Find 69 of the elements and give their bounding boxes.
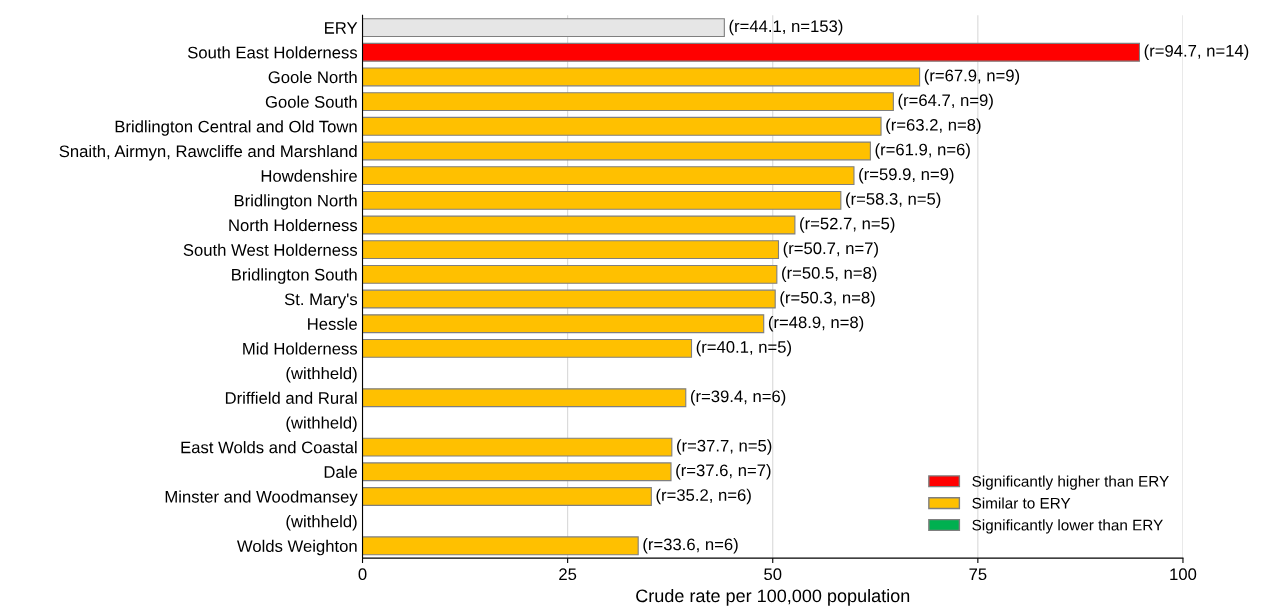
- data-label: (r=94.7, n=14): [1144, 44, 1249, 61]
- y-tick-label: Dale: [324, 465, 357, 478]
- y-tick-label: South East Holderness: [187, 46, 358, 59]
- x-tick-label: 100: [1170, 568, 1197, 581]
- data-label: (r=63.2, n=8): [886, 118, 981, 135]
- data-label: (r=59.9, n=9): [859, 167, 954, 184]
- legend-label: Significantly higher than ERY: [972, 475, 1169, 490]
- data-label: (r=44.1, n=153): [729, 19, 843, 36]
- y-tick-label: Bridlington South: [232, 268, 357, 284]
- bar: [362, 215, 796, 235]
- bar: [362, 141, 871, 161]
- bar: [362, 67, 921, 87]
- data-label: (r=37.6, n=7): [676, 464, 771, 480]
- legend-label: Similar to ERY: [972, 497, 1071, 509]
- bar: [362, 190, 842, 210]
- y-tick-label: Mid Holderness: [243, 342, 358, 355]
- bar: [362, 536, 639, 556]
- y-tick-label: Minster and Woodmansey: [165, 490, 358, 506]
- data-label: (r=58.3, n=5): [846, 192, 941, 209]
- data-label: (r=33.6, n=6): [643, 538, 738, 554]
- bar: [362, 18, 725, 38]
- data-label: (r=35.2, n=6): [656, 488, 751, 505]
- y-tick-label: Bridlington North: [234, 194, 357, 210]
- bar: [362, 92, 894, 112]
- data-label: (r=52.7, n=5): [800, 217, 895, 233]
- bar: [362, 437, 673, 457]
- y-tick-label: Goole South: [265, 95, 357, 108]
- y-tick-label: Hessle: [308, 317, 357, 330]
- data-label: (r=50.3, n=8): [780, 291, 875, 307]
- bar: [362, 240, 780, 260]
- y-tick-label: East Wolds and Coastal: [181, 441, 357, 454]
- bar: [362, 338, 693, 358]
- y-tick-label: Bridlington Central and Old Town: [115, 120, 357, 136]
- data-label: (r=37.7, n=5): [677, 439, 772, 455]
- data-label: (r=39.4, n=6): [690, 389, 786, 406]
- y-tick-label: St. Mary's: [284, 293, 358, 309]
- data-label: (r=64.7, n=9): [898, 93, 993, 110]
- bar: [362, 166, 855, 186]
- data-label: (r=50.7, n=7): [783, 241, 878, 258]
- data-label: (r=61.9, n=6): [875, 143, 970, 159]
- data-label: (r=40.1, n=5): [696, 340, 791, 357]
- y-tick-label: (withheld): [286, 416, 357, 432]
- x-tick-label: 50: [764, 568, 782, 581]
- data-label: (r=67.9, n=9): [924, 69, 1020, 85]
- x-axis-title: Crude rate per 100,000 population: [636, 588, 910, 606]
- y-tick-label: South West Holderness: [183, 243, 358, 256]
- y-tick-label: (withheld): [286, 515, 357, 531]
- y-tick-label: Howdenshire: [261, 169, 357, 182]
- bar: [362, 462, 672, 482]
- x-tick-label: 25: [559, 568, 577, 581]
- y-tick-label: Driffield and Rural: [225, 391, 357, 404]
- data-label: (r=50.5, n=8): [782, 266, 877, 283]
- bar: [362, 314, 765, 334]
- y-tick-label: (withheld): [286, 367, 357, 383]
- legend-label: Significantly lower than ERY: [972, 519, 1163, 534]
- y-tick-label: North Holderness: [229, 218, 358, 232]
- y-tick-label: ERY: [325, 22, 358, 34]
- data-label: (r=48.9, n=8): [768, 315, 864, 332]
- bar: [362, 289, 776, 309]
- bar: [362, 42, 1141, 62]
- bar: [362, 487, 652, 506]
- x-tick-label: 75: [969, 568, 987, 581]
- bar: [362, 388, 687, 408]
- x-tick-label: 0: [358, 568, 367, 581]
- y-tick-label: Snaith, Airmyn, Rawcliffe and Marshland: [59, 144, 357, 161]
- y-tick-label: Wolds Weighton: [236, 539, 357, 556]
- bar: [362, 116, 882, 136]
- bar: [362, 264, 778, 284]
- y-tick-label: Goole North: [268, 70, 357, 84]
